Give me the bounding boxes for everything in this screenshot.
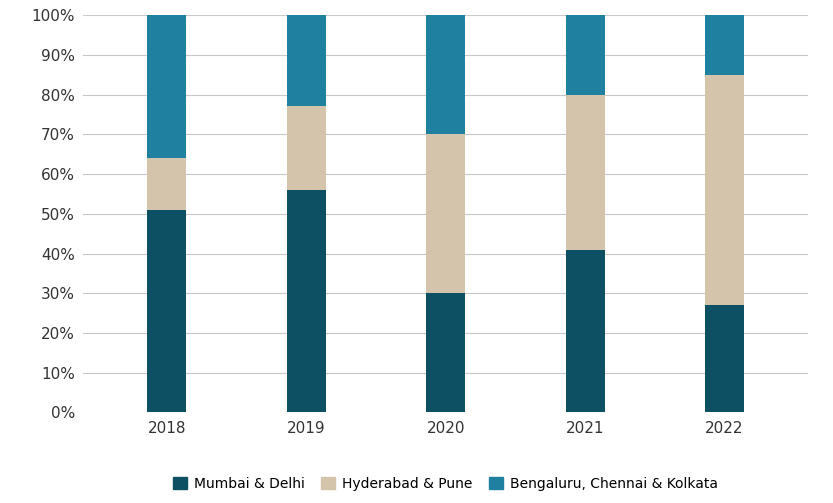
Bar xyxy=(287,107,326,190)
Bar xyxy=(426,134,465,293)
Bar xyxy=(147,15,187,158)
Bar xyxy=(426,293,465,412)
Bar xyxy=(566,249,605,412)
Bar xyxy=(705,15,744,75)
Bar xyxy=(566,15,605,95)
Bar xyxy=(287,190,326,412)
Bar xyxy=(426,15,465,134)
Bar xyxy=(705,75,744,305)
Bar xyxy=(147,158,187,210)
Bar xyxy=(147,210,187,412)
Bar xyxy=(566,95,605,249)
Bar xyxy=(287,15,326,107)
Legend: Mumbai & Delhi, Hyderabad & Pune, Bengaluru, Chennai & Kolkata: Mumbai & Delhi, Hyderabad & Pune, Bengal… xyxy=(167,471,724,496)
Bar xyxy=(705,305,744,412)
